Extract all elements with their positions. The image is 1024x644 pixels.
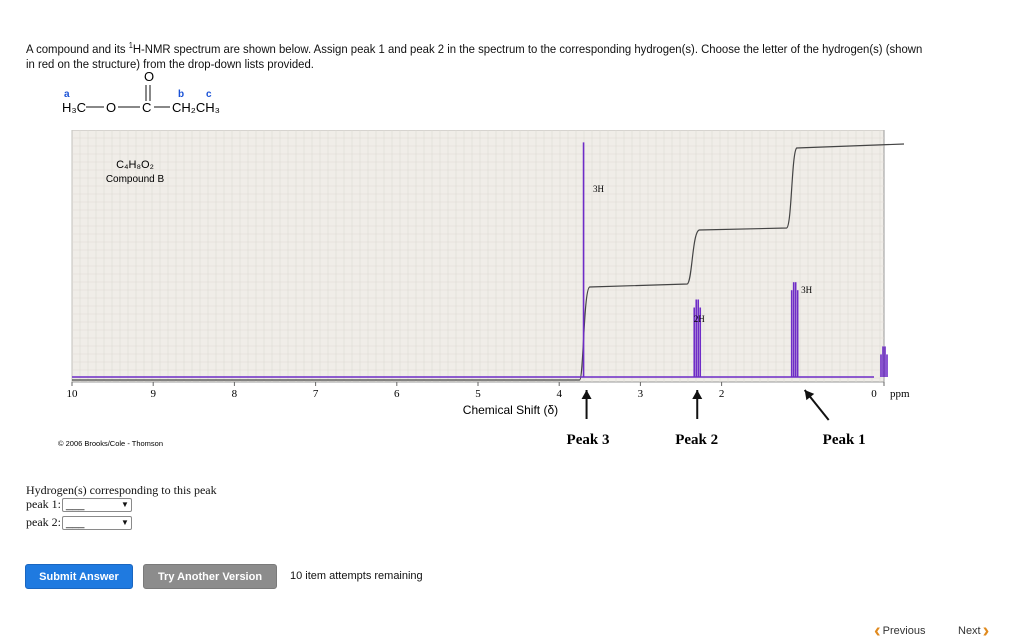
try-another-version-button[interactable]: Try Another Version — [143, 564, 277, 589]
carbonyl-carbon: C — [142, 100, 151, 115]
previous-link[interactable]: ‹ Previous — [874, 620, 926, 642]
chevron-down-icon: ▼ — [121, 500, 129, 509]
peak2-row: peak 2: ___ ▼ — [26, 515, 132, 530]
peak1-label: peak 1: — [26, 497, 61, 511]
answer-prompt: Hydrogen(s) corresponding to this peak — [26, 483, 217, 497]
copyright: © 2006 Brooks/Cole - Thomson — [58, 439, 163, 448]
peak-1-arrowhead — [804, 390, 815, 401]
label-a: a — [64, 89, 70, 100]
chevron-left-icon: ‹ — [874, 620, 881, 642]
ester-oxygen: O — [106, 100, 116, 115]
x-tick-label: 10 — [67, 388, 79, 400]
x-tick-label: 5 — [475, 388, 481, 400]
label-b: b — [178, 89, 184, 100]
integration-label: 2H — [694, 314, 706, 324]
x-tick-label: 8 — [232, 388, 238, 400]
peak2-label: peak 2: — [26, 515, 61, 529]
integration-label: 3H — [593, 184, 605, 194]
peak-2-label: Peak 2 — [675, 432, 718, 448]
x-axis-label: Chemical Shift (δ) — [463, 403, 558, 417]
nmr-spectrum-chart: C₄H₈O₂ Compound B 3H 2H 3H 10 9 8 7 6 5 4 3 2 0 ppm Chem… — [58, 130, 910, 448]
x-tick-label: 6 — [394, 388, 400, 400]
label-c: c — [206, 89, 212, 100]
submit-answer-button[interactable]: Submit Answer — [25, 564, 133, 589]
peak-3-label: Peak 3 — [567, 432, 610, 448]
next-label: Next — [958, 625, 981, 637]
question-part1: A compound and its — [26, 42, 129, 57]
peak1-select[interactable]: ___ ▼ — [62, 497, 132, 512]
x-tick-label: 9 — [150, 388, 156, 400]
x-tick-label: 7 — [313, 388, 319, 400]
plot-area — [71, 130, 885, 383]
previous-label: Previous — [882, 625, 926, 637]
carbonyl-oxygen: O — [144, 69, 154, 84]
attempts-remaining: 10 item attempts remaining — [290, 570, 423, 582]
chevron-right-icon: › — [982, 620, 990, 642]
methyl-group: H₃C — [62, 100, 86, 115]
x-tick-label: 3 — [638, 388, 644, 400]
question-text: A compound and its 1H-NMR spectrum are s… — [26, 38, 933, 72]
x-tick-label: 2 — [719, 388, 725, 400]
chevron-down-icon: ▼ — [121, 518, 129, 527]
ethyl-group: CH₂CH₃ — [172, 100, 220, 115]
x-tick-label: 0 — [871, 388, 877, 400]
peak1-row: peak 1: ___ ▼ — [26, 497, 132, 512]
x-unit-label: ppm — [890, 388, 910, 400]
question-superscript: 1 — [128, 41, 133, 50]
next-link[interactable]: Next › — [958, 620, 990, 642]
peak2-select[interactable]: ___ ▼ — [62, 515, 132, 530]
integration-label: 3H — [801, 285, 813, 295]
compound-name: Compound B — [106, 174, 165, 185]
x-tick-label: 4 — [556, 388, 562, 400]
compound-formula: C₄H₈O₂ — [116, 159, 154, 171]
molecule-structure: O a b c H₃C O C CH₂CH₃ — [62, 69, 220, 115]
peak1-value: ___ — [66, 498, 85, 511]
peak2-value: ___ — [66, 516, 85, 529]
peak-3-arrowhead — [581, 390, 592, 399]
peak-2-arrowhead — [692, 390, 703, 399]
question-part2: H-NMR spectrum are shown below. Assign p… — [26, 42, 923, 72]
peak-1-label: Peak 1 — [823, 432, 866, 448]
